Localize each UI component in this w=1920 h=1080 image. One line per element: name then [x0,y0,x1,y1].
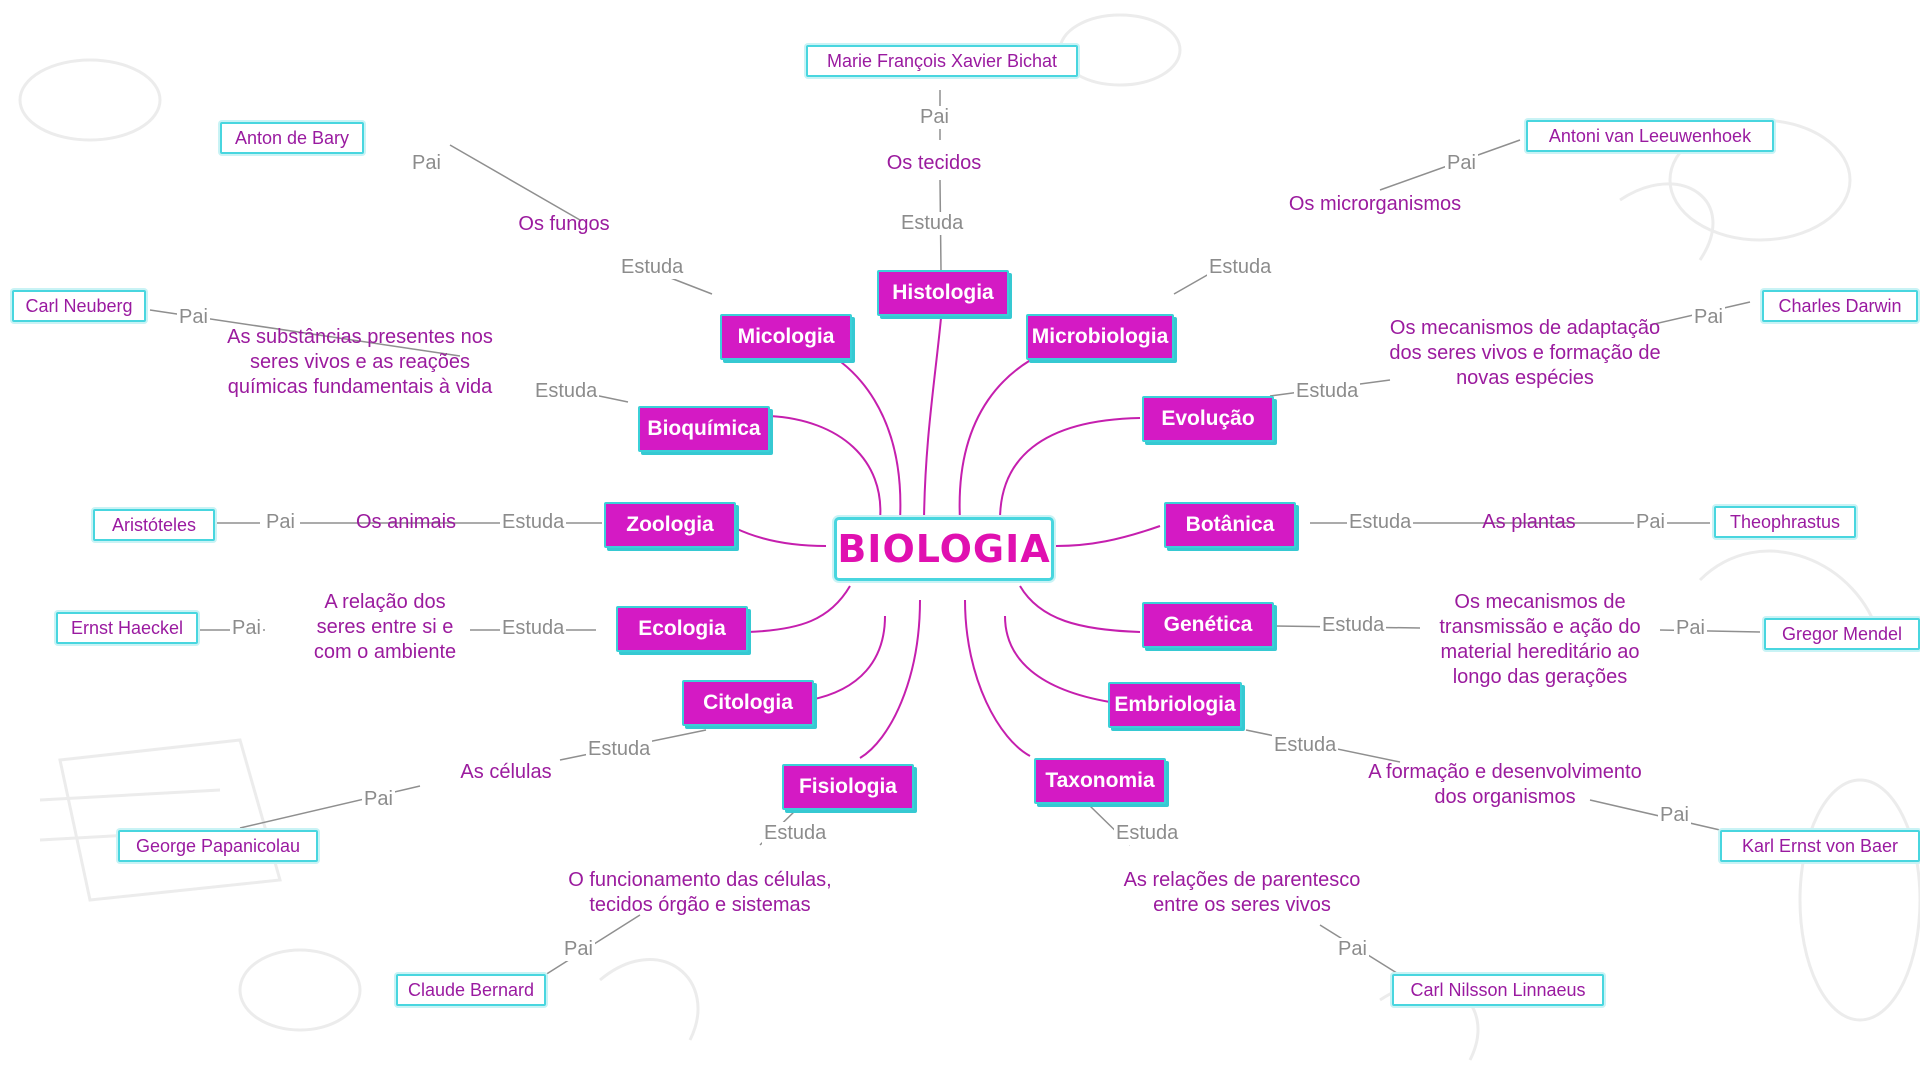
person-bichat[interactable]: Marie François Xavier Bichat [806,45,1078,77]
label-estuda-microbiologia: Estuda [1207,256,1274,279]
study-botanica: As plantas [1482,511,1576,533]
label-pai-embriologia: Pai [1658,804,1691,827]
label-pai-evolucao: Pai [1692,306,1725,329]
branch-bioquimica[interactable]: Bioquímica [638,406,770,452]
label-estuda-zoologia: Estuda [500,511,567,534]
label-estuda-micologia: Estuda [619,256,686,279]
label-pai-genetica: Pai [1674,617,1707,640]
curve-embriologia [1004,615,1111,703]
branch-genetica[interactable]: Genética [1142,602,1274,648]
label-estuda-botanica: Estuda [1347,511,1414,534]
label-estuda-citologia: Estuda [586,738,653,761]
study-fisiologia: O funcionamento das células, tecidos órg… [568,869,832,916]
person-aristoteles[interactable]: Aristóteles [93,509,215,541]
person-bernard[interactable]: Claude Bernard [396,974,546,1006]
person-linnaeus[interactable]: Carl Nilsson Linnaeus [1392,974,1604,1006]
study-citologia: As células [460,761,552,783]
label-pai-citologia: Pai [362,788,395,811]
curve-histologia [923,317,942,521]
study-ecologia: A relação dos seres entre si e com o amb… [313,591,457,663]
label-estuda-bioquimica: Estuda [533,380,600,403]
curve-bioquimica [769,415,882,521]
label-estuda-genetica: Estuda [1320,614,1387,637]
person-leeuwenhoek[interactable]: Antoni van Leeuwenhoek [1526,120,1774,152]
study-bioquimica: As substâncias presentes nos seres vivos… [227,326,493,398]
study-zoologia: Os animais [355,511,457,533]
study-microbiologia: Os microrganismos [1288,193,1462,215]
curve-micologia [799,339,902,521]
curve-ecologia [747,585,851,633]
person-darwin[interactable]: Charles Darwin [1762,290,1918,322]
label-pai-zoologia: Pai [264,511,297,534]
person-neuberg[interactable]: Carl Neuberg [12,290,146,322]
branch-microbiologia[interactable]: Microbiologia [1026,314,1174,360]
study-micologia: Os fungos [518,213,610,235]
label-pai-microbiologia: Pai [1445,152,1478,175]
branch-micologia[interactable]: Micologia [720,314,852,360]
branch-zoologia[interactable]: Zoologia [604,502,736,548]
branch-botanica[interactable]: Botânica [1164,502,1296,548]
label-estuda-taxonomia: Estuda [1114,822,1181,845]
study-taxonomia: As relações de parentesco entre os seres… [1123,869,1361,916]
person-haeckel[interactable]: Ernst Haeckel [56,612,198,644]
study-genetica: Os mecanismos de transmissão e ação do m… [1439,591,1641,688]
curve-taxonomia [964,599,1031,757]
person-von-baer[interactable]: Karl Ernst von Baer [1720,830,1920,862]
label-pai-histologia: Pai [918,106,951,129]
label-estuda-histologia: Estuda [899,212,966,235]
person-theophrastus[interactable]: Theophrastus [1714,506,1856,538]
label-estuda-fisiologia: Estuda [762,822,829,845]
label-estuda-embriologia: Estuda [1272,734,1339,757]
label-pai-ecologia: Pai [230,617,263,640]
branch-embriologia[interactable]: Embriologia [1108,682,1242,728]
label-pai-bioquimica: Pai [177,306,210,329]
curve-genetica [1019,585,1141,633]
branch-taxonomia[interactable]: Taxonomia [1034,758,1166,804]
study-evolucao: Os mecanismos de adaptação dos seres viv… [1389,317,1661,389]
label-estuda-ecologia: Estuda [500,617,567,640]
label-pai-fisiologia: Pai [562,938,595,961]
branch-fisiologia[interactable]: Fisiologia [782,764,914,810]
label-pai-taxonomia: Pai [1336,938,1369,961]
central-topic[interactable]: BIOLOGIA [834,517,1054,581]
person-mendel[interactable]: Gregor Mendel [1764,618,1920,650]
branch-citologia[interactable]: Citologia [682,680,814,726]
curve-zoologia [734,527,827,547]
curve-citologia [809,615,886,701]
label-pai-botanica: Pai [1634,511,1667,534]
label-estuda-evolucao: Estuda [1294,380,1361,403]
curve-fisiologia [859,599,921,759]
curve-botanica [1055,525,1161,547]
branch-evolucao[interactable]: Evolução [1142,396,1274,442]
branch-histologia[interactable]: Histologia [877,270,1009,316]
curve-evolucao [999,417,1141,521]
study-embriologia: A formação e desenvolvimento dos organis… [1368,761,1642,808]
person-papanicolau[interactable]: George Papanicolau [118,830,318,862]
person-de-bary[interactable]: Anton de Bary [220,122,364,154]
label-pai-micologia: Pai [410,152,443,175]
study-histologia: Os tecidos [886,152,982,174]
branch-ecologia[interactable]: Ecologia [616,606,748,652]
